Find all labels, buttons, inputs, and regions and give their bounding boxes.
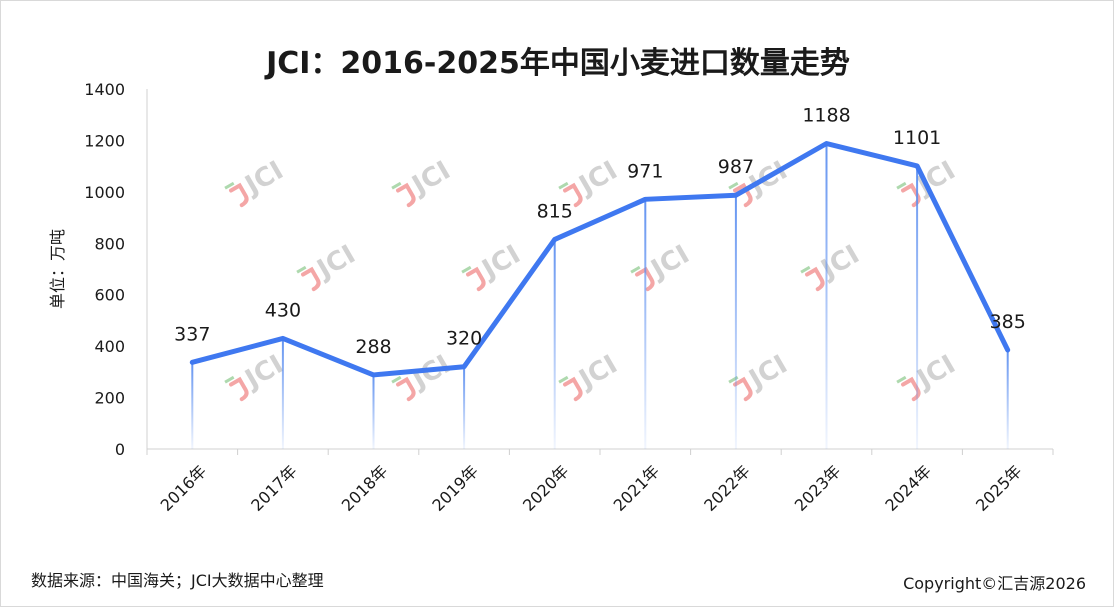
y-tick-label: 1200 (84, 131, 125, 150)
watermark-mark: JCI (296, 240, 361, 292)
data-label: 385 (990, 311, 1026, 333)
x-tick-label: 2017年 (247, 461, 301, 515)
watermark-mark: JCI (800, 240, 865, 292)
x-tick-label: 2018年 (338, 461, 392, 515)
data-label: 1101 (893, 127, 941, 149)
watermark-mark: JCI (391, 156, 456, 208)
data-label: 320 (446, 328, 482, 350)
watermark-mark: JCI (391, 350, 456, 402)
x-tick-label: 2020年 (519, 461, 573, 515)
y-tick-label: 1000 (84, 183, 125, 202)
watermark-mark: JCI (224, 156, 289, 208)
x-tick-label: 2021年 (610, 461, 664, 515)
watermark-mark: JCI (558, 350, 623, 402)
x-tick-label: 2025年 (972, 461, 1026, 515)
data-label: 971 (627, 160, 663, 182)
y-tick-label: 200 (94, 389, 125, 408)
watermark-mark: JCI (630, 240, 695, 292)
drop-line (825, 143, 828, 449)
x-tick-label: 2023年 (791, 461, 845, 515)
x-axis: 2016年 2017年 2018年 2019年 2020年 2021年 2022年 2023年… (146, 448, 1054, 515)
data-labels: 337 430 288 320 815 971 987 1188 1101 385 (174, 105, 1026, 358)
drop-line (734, 195, 737, 449)
watermark-mark: JCI (896, 350, 961, 402)
drop-line (281, 338, 284, 449)
footer-copyright: Copyright©汇吉源2026 (903, 574, 1086, 593)
y-tick-label: 0 (115, 440, 125, 459)
drop-line (372, 374, 375, 449)
y-tick-label: 600 (94, 286, 125, 305)
x-tick-label: 2019年 (428, 461, 482, 515)
footer-source: 数据来源：中国海关；JCI大数据中心整理 (31, 571, 324, 590)
x-tick-label: 2016年 (157, 461, 211, 515)
drop-line (553, 239, 556, 449)
drop-line (644, 199, 647, 449)
drop-line (1006, 350, 1009, 449)
watermark-mark: JCI (461, 240, 526, 292)
chart-title: JCI：2016-2025年中国小麦进口数量走势 (264, 46, 850, 81)
y-tick-label: 1400 (84, 80, 125, 99)
series-layer (189, 141, 1011, 378)
y-axis: 0 200 400 600 800 1000 1200 1400 (84, 80, 148, 459)
drop-lines (191, 143, 1009, 449)
data-label: 430 (265, 299, 301, 321)
drop-line (463, 366, 466, 449)
drop-line (916, 165, 919, 449)
data-label: 288 (355, 336, 391, 358)
x-tick-label: 2024年 (881, 461, 935, 515)
series-line (189, 141, 1011, 378)
watermark-mark: JCI (224, 350, 289, 402)
data-label: 987 (718, 156, 754, 178)
data-label: 815 (537, 200, 573, 222)
y-axis-label: 单位：万吨 (48, 229, 67, 309)
y-tick-label: 400 (94, 337, 125, 356)
drop-line (191, 362, 194, 449)
x-tick-label: 2022年 (700, 461, 754, 515)
y-tick-label: 800 (94, 234, 125, 253)
data-label: 1188 (802, 105, 850, 127)
data-label: 337 (174, 323, 210, 345)
